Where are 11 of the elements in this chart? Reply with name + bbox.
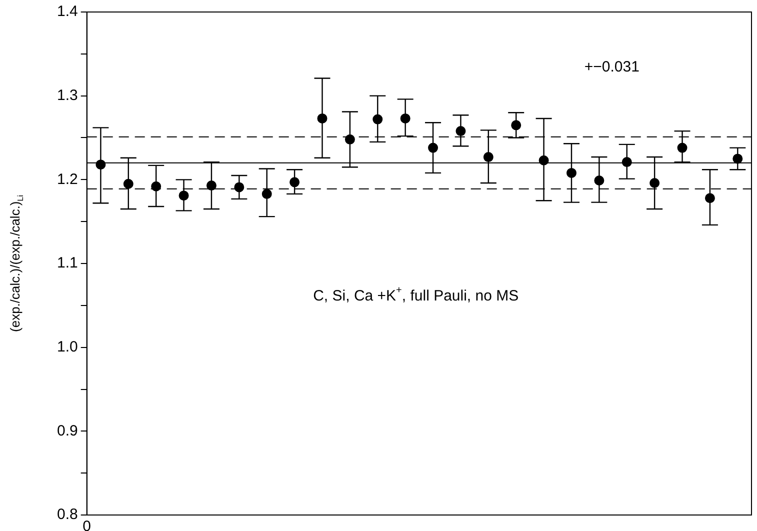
y-tick-label: 1.4 — [56, 3, 78, 20]
annotation: C, Si, Ca +K+, full Pauli, no MS — [313, 284, 519, 304]
annotation: +−0.031 — [584, 58, 640, 76]
y-tick-label: 1.3 — [56, 86, 78, 104]
y-tick-label: 0.8 — [56, 506, 78, 524]
y-tick-label: 1.0 — [56, 338, 78, 356]
y-tick-label: 1.2 — [56, 170, 78, 188]
y-tick-label: 1.1 — [56, 254, 78, 272]
y-tick-label: 0.9 — [56, 422, 78, 440]
text: 0 — [82, 518, 92, 531]
y-axis-title: (exp./calc.)/(exp./calc.)Li — [8, 194, 25, 332]
